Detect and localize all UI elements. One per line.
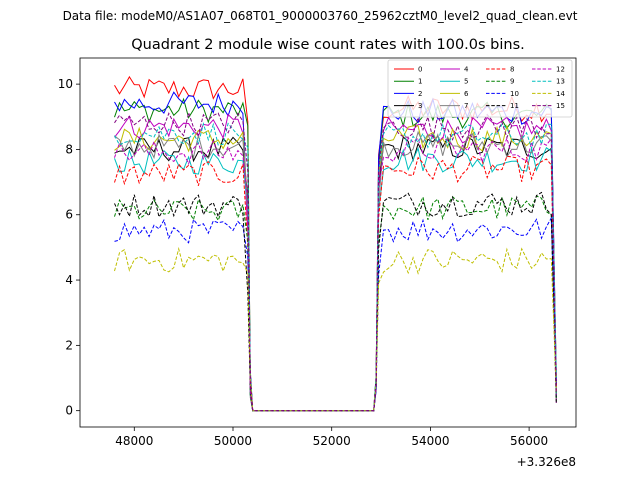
legend-label-15: 15	[556, 102, 565, 110]
chart-title: Quadrant 2 module wise count rates with …	[131, 37, 525, 53]
legend-label-10: 10	[510, 90, 519, 98]
series-line-3	[114, 135, 557, 412]
legend-label-8: 8	[510, 66, 514, 74]
y-tick-label: 8	[65, 142, 73, 156]
series-line-6	[114, 124, 557, 412]
x-tick-label: 48000	[115, 434, 153, 448]
series-line-11	[114, 191, 557, 412]
x-tick-label: 52000	[313, 434, 351, 448]
legend-label-14: 14	[556, 90, 565, 98]
series-line-14	[114, 246, 557, 412]
y-tick-label: 0	[65, 404, 73, 418]
legend-label-7: 7	[464, 102, 468, 110]
series-line-8	[114, 155, 557, 412]
x-tick-label: 50000	[214, 434, 252, 448]
legend-label-1: 1	[418, 78, 422, 86]
legend-label-13: 13	[556, 78, 565, 86]
legend-label-2: 2	[418, 90, 422, 98]
series-line-7	[114, 130, 557, 412]
series-line-12	[114, 136, 557, 412]
y-tick-label: 10	[58, 77, 73, 91]
legend-label-12: 12	[556, 66, 565, 74]
series-line-9	[114, 195, 557, 412]
legend-label-9: 9	[510, 78, 514, 86]
legend-box	[387, 59, 573, 118]
x-tick-label: 56000	[510, 434, 548, 448]
legend-label-5: 5	[464, 78, 468, 86]
y-tick-label: 6	[65, 208, 73, 222]
series-line-10	[114, 216, 557, 412]
legend-label-3: 3	[418, 102, 422, 110]
x-tick-label: 54000	[411, 434, 449, 448]
series-line-15	[114, 110, 557, 412]
series-line-13	[114, 121, 557, 412]
axes: 48000 50000 52000 54000 56000 0 2 4 6 8 10	[58, 77, 548, 448]
x-axis-offset-label: +3.326e8	[517, 455, 576, 469]
y-tick-label: 2	[65, 338, 73, 352]
series-line-4	[114, 113, 557, 412]
legend-label-4: 4	[464, 66, 469, 74]
y-tick-label: 4	[65, 273, 73, 287]
legend-label-6: 6	[464, 90, 469, 98]
legend-label-0: 0	[418, 66, 422, 74]
legend-label-11: 11	[510, 102, 519, 110]
plot-frame	[79, 57, 577, 428]
plot-area	[79, 57, 577, 428]
figure-suptitle: Data file: modeM0/AS1A07_068T01_90000037…	[63, 9, 578, 23]
series-line-5	[114, 146, 557, 412]
